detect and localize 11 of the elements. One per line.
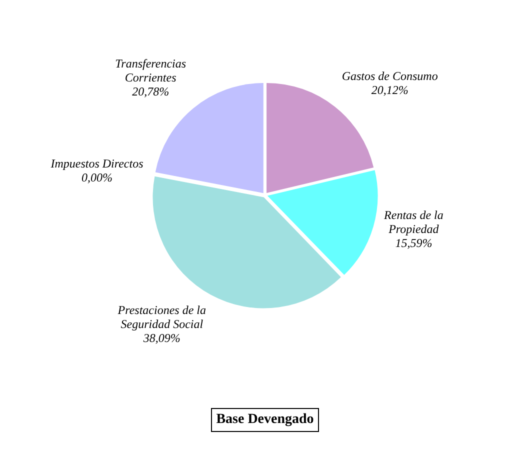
text: 0,00% [81,170,112,185]
data-label: 38,09% [142,331,180,346]
slice-label: Prestaciones de la Seguridad Social [116,303,206,332]
data-label: 15,59% [395,236,432,250]
category-label: Impuestos Directos [50,156,144,171]
slice-label: Gastos de Consumo [342,68,438,83]
slice-label: Transferencias Corrientes [115,56,186,85]
data-label: 20,12% [371,82,408,97]
text: Base Devengado [211,408,319,432]
data-label: 20,78% [132,84,170,99]
slice-label: Rentas de la Propiedad [383,208,444,236]
